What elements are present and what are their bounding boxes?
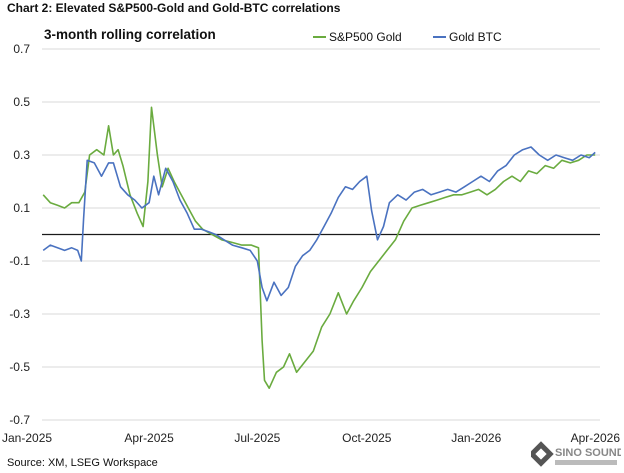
x-tick-label: Jan-2025 (2, 431, 52, 445)
x-tick-label: Apr-2026 (571, 431, 621, 445)
y-tick-label: -0.7 (9, 413, 30, 427)
svg-text:SINO SOUND: SINO SOUND (555, 447, 621, 459)
sino-sound-logo: SINO SOUND (531, 441, 621, 467)
source-note: Source: XM, LSEG Workspace (7, 457, 158, 469)
legend-label-gold-btc: Gold BTC (449, 30, 502, 44)
page-title: Chart 2: Elevated S&P500-Gold and Gold-B… (7, 1, 341, 15)
y-tick-label: 0.3 (13, 148, 30, 162)
legend-swatch-gold-btc (433, 36, 446, 38)
series-line-gold-btc (42, 146, 596, 302)
y-tick-label: -0.3 (9, 307, 30, 321)
y-tick-label: -0.5 (9, 360, 30, 374)
legend-item-gold-btc: Gold BTC (433, 30, 502, 44)
y-tick-label: 0.1 (13, 201, 30, 215)
x-tick-label: Jan-2026 (451, 431, 501, 445)
x-tick-label: Jul-2025 (234, 431, 280, 445)
legend-swatch-sp500-gold (313, 36, 326, 38)
y-tick-label: 0.7 (13, 42, 30, 56)
legend-label-sp500-gold: S&P500 Gold (329, 30, 402, 44)
legend-item-sp500-gold: S&P500 Gold (313, 30, 402, 44)
series-line-sp500-gold (42, 106, 596, 390)
y-tick-label: 0.5 (13, 95, 30, 109)
x-tick-label: Oct-2025 (342, 431, 392, 445)
x-tick-label: Apr-2025 (124, 431, 174, 445)
chart-title: 3-month rolling correlation (44, 27, 216, 42)
y-tick-label: -0.1 (9, 254, 30, 268)
